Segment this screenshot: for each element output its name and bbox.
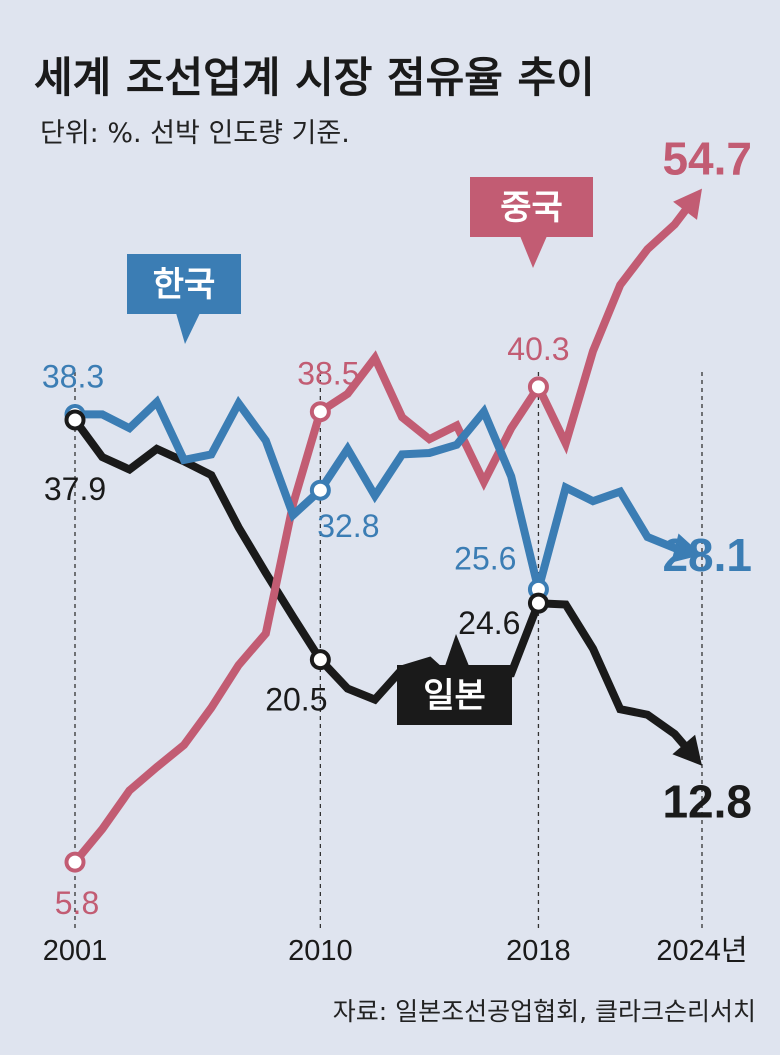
legend-box-japan: [397, 665, 512, 725]
marker-china-2018: [527, 376, 549, 398]
data-label-japan-2001: 37.9: [44, 471, 106, 507]
series-arrow-china: [673, 188, 702, 220]
legend-box-china: [470, 177, 593, 237]
chart-subtitle: 단위: %. 선박 인도량 기준.: [40, 118, 350, 149]
series-line-korea: [75, 395, 680, 591]
end-label-japan: 12.8: [662, 776, 752, 828]
data-label-korea-2018: 25.6: [454, 540, 516, 576]
x-axis-ticks: 2001 2010 2018 2024년: [43, 935, 748, 967]
end-label-korea: 28.1: [662, 529, 752, 581]
marker-china-2001: [64, 851, 86, 873]
legend-label-korea: 한국: [153, 265, 216, 305]
legend-label-japan: 일본: [423, 676, 486, 716]
legend-pointer-china: [520, 236, 547, 268]
data-label-korea-2001: 38.3: [42, 358, 104, 394]
legend-label-china: 중국: [500, 188, 563, 228]
series-arrow-korea: [671, 533, 702, 563]
marker-korea-2010: [309, 479, 331, 501]
data-label-korea-2010: 32.8: [317, 508, 379, 544]
legend-pointer-korea: [176, 313, 200, 344]
data-label-japan-2010: 20.5: [265, 682, 327, 718]
legend-pointer-japan: [445, 634, 469, 666]
data-label-china-2018: 40.3: [507, 331, 569, 367]
data-label-japan-2018: 24.6: [458, 605, 520, 641]
data-markers: [64, 376, 549, 873]
marker-japan-2018: [527, 592, 549, 614]
x-tick-label-2018: 2018: [506, 935, 571, 967]
series-lines: [71, 188, 702, 865]
end-label-china: 54.7: [662, 133, 752, 185]
marker-japan-2010: [309, 649, 331, 671]
x-tick-label-2001: 2001: [43, 935, 108, 967]
x-tick-label-2010: 2010: [288, 935, 353, 967]
marker-china-2010: [309, 401, 331, 423]
series-arrow-japan: [672, 734, 702, 766]
data-label-china-2010: 38.5: [297, 356, 359, 392]
source-note: 자료: 일본조선공업협회, 클라크슨리서치: [333, 997, 756, 1026]
data-labels: 38.3 32.8 25.6 5.8 38.5 40.3 37.9 20.5 24.6 28.1 5…: [42, 133, 752, 922]
series-line-japan: [71, 417, 690, 751]
legend-box-korea: [127, 254, 241, 314]
data-label-china-2001: 5.8: [55, 885, 99, 921]
series-line-china: [71, 205, 691, 865]
year-guide-lines: [74, 372, 703, 930]
marker-japan-2001: [64, 409, 86, 431]
chart-title: 세계 조선업계 시장 점유율 추이: [34, 53, 595, 102]
x-tick-label-2024: 2024년: [656, 935, 747, 967]
